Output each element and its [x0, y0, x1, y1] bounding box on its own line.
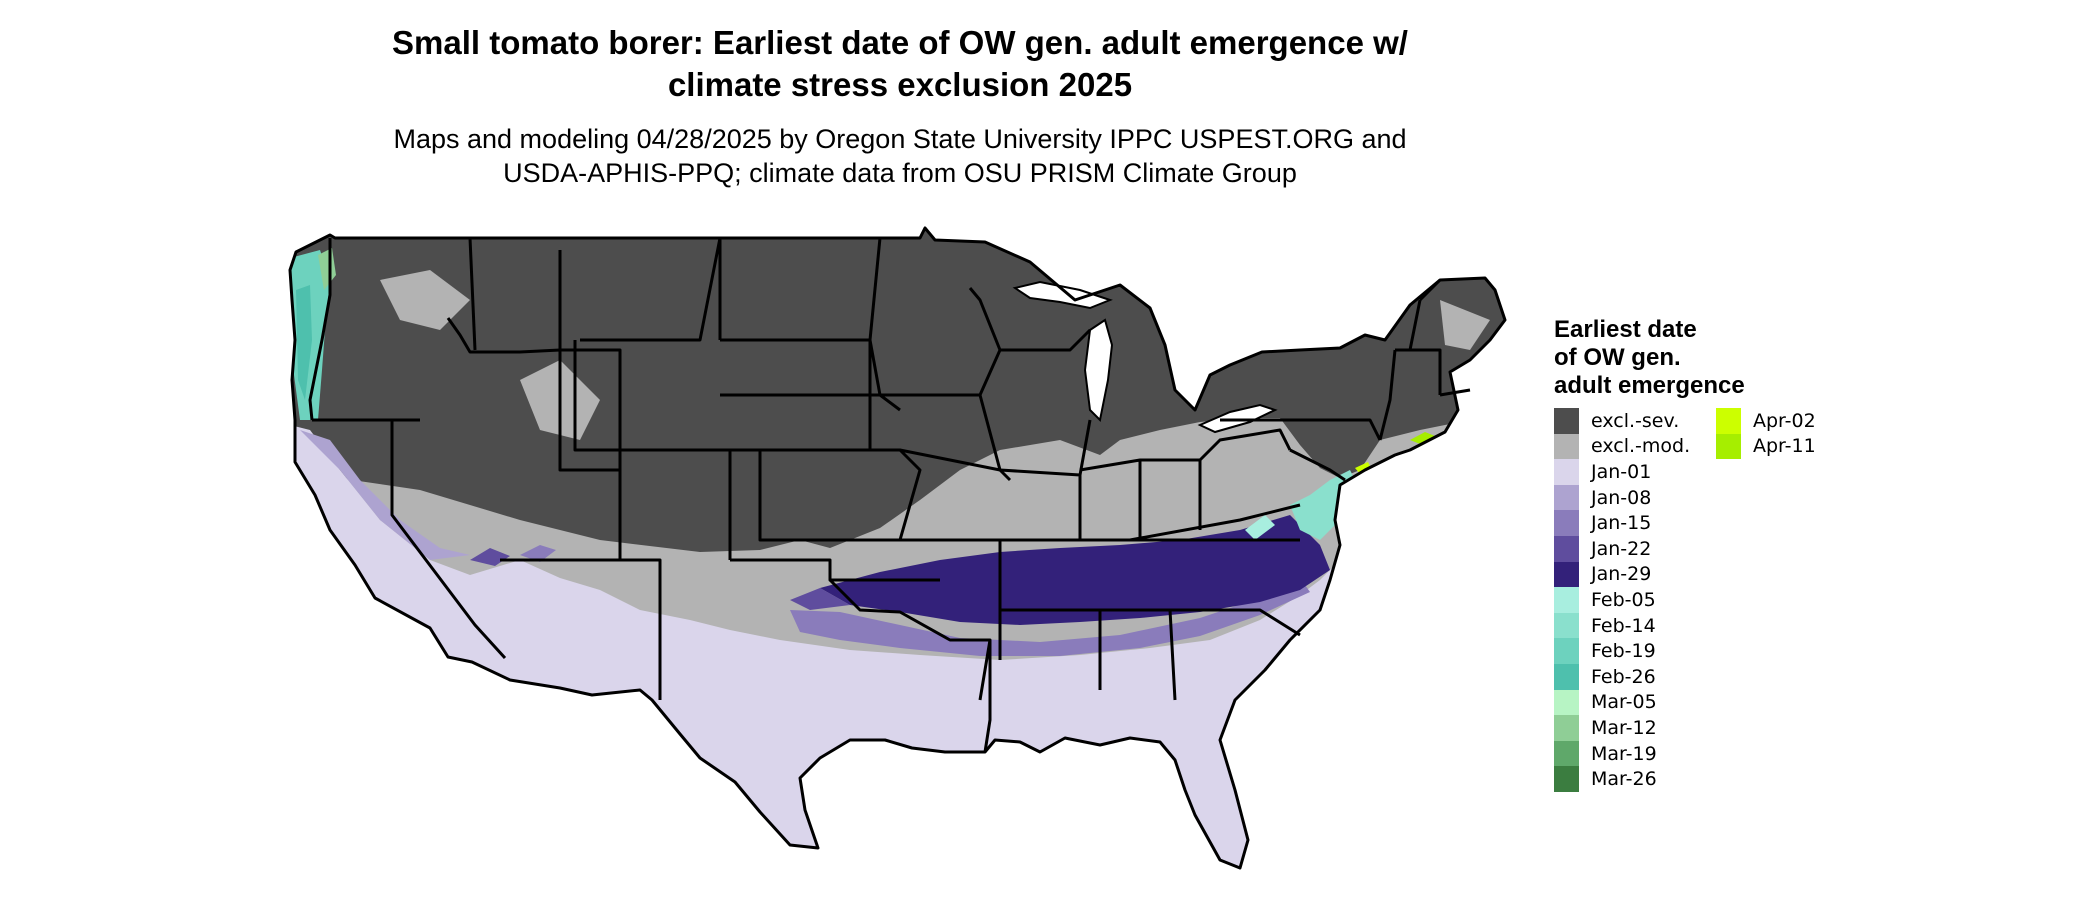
legend-item: Mar-12 [1554, 715, 1690, 741]
legend-label: Jan-01 [1591, 460, 1652, 483]
title-line-2: climate stress exclusion 2025 [667, 66, 1133, 103]
legend-item: Mar-05 [1554, 689, 1690, 716]
legend-item: Mar-19 [1554, 740, 1690, 767]
legend-label: Mar-26 [1591, 768, 1657, 791]
legend-item: Feb-14 [1554, 612, 1690, 639]
legend-label: Feb-14 [1591, 614, 1656, 637]
legend-label: Apr-02 [1753, 409, 1816, 432]
legend-swatch [1554, 715, 1579, 741]
legend-label: Jan-29 [1591, 563, 1652, 586]
legend-swatch [1554, 459, 1579, 485]
legend-item: excl.-mod. [1554, 433, 1691, 460]
legend-swatch [1554, 587, 1579, 613]
legend-label: excl.-mod. [1591, 435, 1691, 458]
legend-item: Feb-26 [1554, 663, 1690, 690]
legend-item: Jan-08 [1554, 484, 1690, 511]
legend-column-2: Apr-02 Apr-11 [1716, 408, 1816, 460]
subtitle-line-1: Maps and modeling 04/28/2025 by Oregon S… [393, 124, 1407, 154]
legend-label: Feb-26 [1591, 665, 1656, 688]
legend-item: Apr-02 [1716, 408, 1816, 434]
legend-item: Jan-22 [1554, 535, 1690, 562]
legend-title-line: Earliest date [1554, 316, 1697, 343]
legend-label: Feb-05 [1591, 588, 1656, 611]
map-subtitle: Maps and modeling 04/28/2025 by Oregon S… [240, 122, 1560, 190]
legend-swatch [1554, 510, 1579, 536]
legend-item: Feb-19 [1554, 638, 1690, 664]
legend-label: Mar-05 [1591, 691, 1657, 714]
legend-label: excl.-sev. [1591, 409, 1680, 432]
legend-item: Jan-15 [1554, 510, 1690, 536]
legend-label: Jan-08 [1591, 486, 1652, 509]
us-map [288, 226, 1507, 870]
legend-item: Mar-26 [1554, 766, 1690, 792]
legend-item: Jan-01 [1554, 459, 1690, 485]
legend-swatch [1554, 408, 1579, 434]
legend-label: Feb-19 [1591, 640, 1656, 663]
legend-label: Jan-15 [1591, 512, 1652, 535]
legend-label: Apr-11 [1753, 435, 1816, 458]
legend-swatch [1716, 433, 1741, 460]
title-line-1: Small tomato borer: Earliest date of OW … [392, 24, 1408, 61]
legend-swatch [1554, 766, 1579, 792]
legend-swatch [1554, 638, 1579, 664]
legend-title-line: adult emergence [1554, 372, 1745, 399]
subtitle-line-2: USDA-APHIS-PPQ; climate data from OSU PR… [503, 158, 1297, 188]
legend-item: excl.-sev. [1554, 408, 1690, 434]
legend-swatch [1554, 561, 1579, 588]
legend-item: Feb-05 [1554, 587, 1690, 613]
legend-swatch [1554, 663, 1579, 690]
legend-swatch [1554, 433, 1579, 460]
legend-title: Earliest date of OW gen. adult emergence [1554, 316, 1745, 400]
legend-label: Mar-12 [1591, 716, 1657, 739]
legend-column-1: excl.-sev. excl.-mod. Jan-01 Jan-08 Jan-15 Ja… [1554, 408, 1690, 792]
legend-swatch [1554, 535, 1579, 562]
legend-swatch [1554, 740, 1579, 767]
legend-item: Apr-11 [1716, 433, 1816, 460]
legend-title-line: of OW gen. [1554, 344, 1681, 371]
legend-label: Mar-19 [1591, 742, 1657, 765]
legend-swatch [1554, 484, 1579, 511]
legend-item: Jan-29 [1554, 561, 1690, 588]
map-title: Small tomato borer: Earliest date of OW … [240, 22, 1560, 106]
legend-swatch [1716, 408, 1741, 434]
legend-swatch [1554, 612, 1579, 639]
legend-label: Jan-22 [1591, 537, 1652, 560]
legend-swatch [1554, 689, 1579, 716]
